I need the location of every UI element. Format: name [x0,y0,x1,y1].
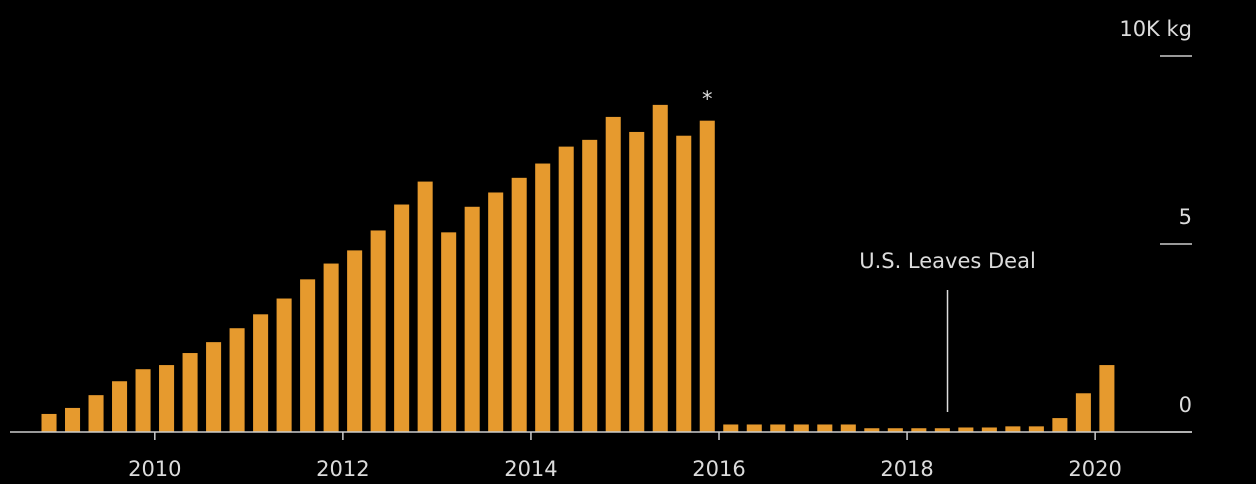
bar [911,428,927,432]
bar [605,116,621,433]
bar [253,314,269,432]
x-tick-label: 2016 [692,457,745,481]
bar [135,369,151,432]
annotation: U.S. Leaves Deal [859,249,1036,273]
bar [300,279,316,432]
bar [981,427,997,432]
y-tick-label: 10K kg [1119,17,1192,41]
bar [652,104,668,432]
bar [746,424,762,432]
bar [464,206,480,432]
bar [1005,426,1021,432]
bar [112,381,128,432]
bar [417,181,433,432]
bar [347,250,363,432]
bar [770,424,786,432]
x-tick-label: 2014 [504,457,557,481]
x-tick-label: 2020 [1068,457,1121,481]
y-tick-label: 0 [1179,393,1192,417]
bar [676,135,692,432]
bar [699,120,715,432]
bar [558,146,574,432]
bar [793,424,809,432]
bar [582,139,598,432]
bar [41,413,57,432]
bar [1099,365,1115,432]
x-tick-label: 2010 [128,457,181,481]
bar [887,428,903,432]
bar [206,342,222,432]
bar [840,424,856,432]
bar [511,177,527,432]
bar [88,395,104,432]
bar [276,298,292,432]
annotation: * [702,87,713,111]
x-tick-label: 2018 [880,457,933,481]
bar [817,424,833,432]
bar [864,428,880,432]
bar [229,328,245,432]
bar [535,163,551,432]
bar [1075,393,1091,432]
bar [723,424,739,432]
x-tick-label: 2012 [316,457,369,481]
bar [394,204,410,432]
bar [441,232,457,432]
bar [182,353,198,432]
y-tick-label: 5 [1179,205,1192,229]
bar [159,365,175,432]
bar [65,407,81,432]
bar [1052,418,1068,432]
bar [370,230,386,432]
bar [629,131,645,432]
bar [958,427,974,432]
bar [488,192,504,432]
bar [323,263,339,432]
bar [1028,426,1044,432]
bar [934,428,950,432]
